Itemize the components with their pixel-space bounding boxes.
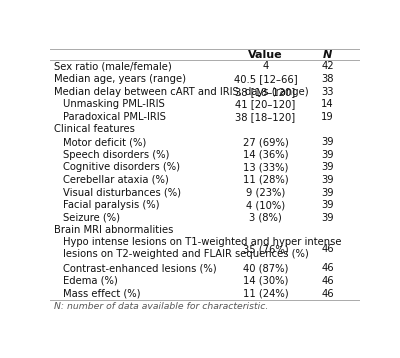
Text: 14: 14 [321, 99, 334, 109]
Text: Hypo intense lesions on T1-weighted and hyper intense: Hypo intense lesions on T1-weighted and … [63, 237, 342, 247]
Text: lesions on T2-weighted and FLAIR sequences (%): lesions on T2-weighted and FLAIR sequenc… [63, 249, 309, 259]
Text: 46: 46 [321, 245, 334, 255]
Text: 39: 39 [321, 150, 334, 160]
Text: 39: 39 [321, 162, 334, 172]
Text: Mass effect (%): Mass effect (%) [63, 289, 140, 299]
Text: 39: 39 [321, 175, 334, 185]
Text: Sex ratio (male/female): Sex ratio (male/female) [54, 61, 172, 71]
Text: 33: 33 [321, 87, 334, 97]
Text: 46: 46 [321, 289, 334, 299]
Text: Motor deficit (%): Motor deficit (%) [63, 137, 146, 147]
Text: 40 (87%): 40 (87%) [243, 263, 288, 273]
Text: Clinical features: Clinical features [54, 125, 134, 135]
Text: 46: 46 [321, 276, 334, 286]
Text: 38 [18–120]: 38 [18–120] [235, 112, 296, 122]
Text: 40.5 [12–66]: 40.5 [12–66] [234, 74, 297, 84]
Text: 38: 38 [321, 74, 334, 84]
Text: N: number of data available for characteristic.: N: number of data available for characte… [54, 302, 268, 311]
Text: 4: 4 [262, 61, 268, 71]
Text: 42: 42 [321, 61, 334, 71]
Text: 13 (33%): 13 (33%) [243, 162, 288, 172]
Text: 39: 39 [321, 200, 334, 210]
Text: 35 (76%): 35 (76%) [243, 245, 288, 255]
Text: Speech disorders (%): Speech disorders (%) [63, 150, 169, 160]
Text: N: N [323, 49, 332, 59]
Text: 4 (10%): 4 (10%) [246, 200, 285, 210]
Text: 41 [20–120]: 41 [20–120] [235, 99, 296, 109]
Text: Cerebellar ataxia (%): Cerebellar ataxia (%) [63, 175, 169, 185]
Text: Cognitive disorders (%): Cognitive disorders (%) [63, 162, 180, 172]
Text: Facial paralysis (%): Facial paralysis (%) [63, 200, 160, 210]
Text: 11 (28%): 11 (28%) [243, 175, 288, 185]
Text: Edema (%): Edema (%) [63, 276, 118, 286]
Text: 9 (23%): 9 (23%) [246, 188, 285, 198]
Text: 38 [18–120]: 38 [18–120] [235, 87, 296, 97]
Text: 39: 39 [321, 213, 334, 223]
Text: Paradoxical PML-IRIS: Paradoxical PML-IRIS [63, 112, 166, 122]
Text: 46: 46 [321, 263, 334, 273]
Text: 39: 39 [321, 188, 334, 198]
Text: Seizure (%): Seizure (%) [63, 213, 120, 223]
Text: Median delay between cART and IRIS, days (range): Median delay between cART and IRIS, days… [54, 87, 308, 97]
Text: 14 (36%): 14 (36%) [243, 150, 288, 160]
Text: Contrast-enhanced lesions (%): Contrast-enhanced lesions (%) [63, 263, 217, 273]
Text: 19: 19 [321, 112, 334, 122]
Text: 14 (30%): 14 (30%) [243, 276, 288, 286]
Text: 11 (24%): 11 (24%) [243, 289, 288, 299]
Text: Value: Value [248, 49, 283, 59]
Text: 3 (8%): 3 (8%) [249, 213, 282, 223]
Text: Brain MRI abnormalities: Brain MRI abnormalities [54, 226, 173, 236]
Text: Median age, years (range): Median age, years (range) [54, 74, 186, 84]
Text: 39: 39 [321, 137, 334, 147]
Text: Unmasking PML-IRIS: Unmasking PML-IRIS [63, 99, 165, 109]
Text: 27 (69%): 27 (69%) [242, 137, 288, 147]
Text: Visual disturbances (%): Visual disturbances (%) [63, 188, 181, 198]
